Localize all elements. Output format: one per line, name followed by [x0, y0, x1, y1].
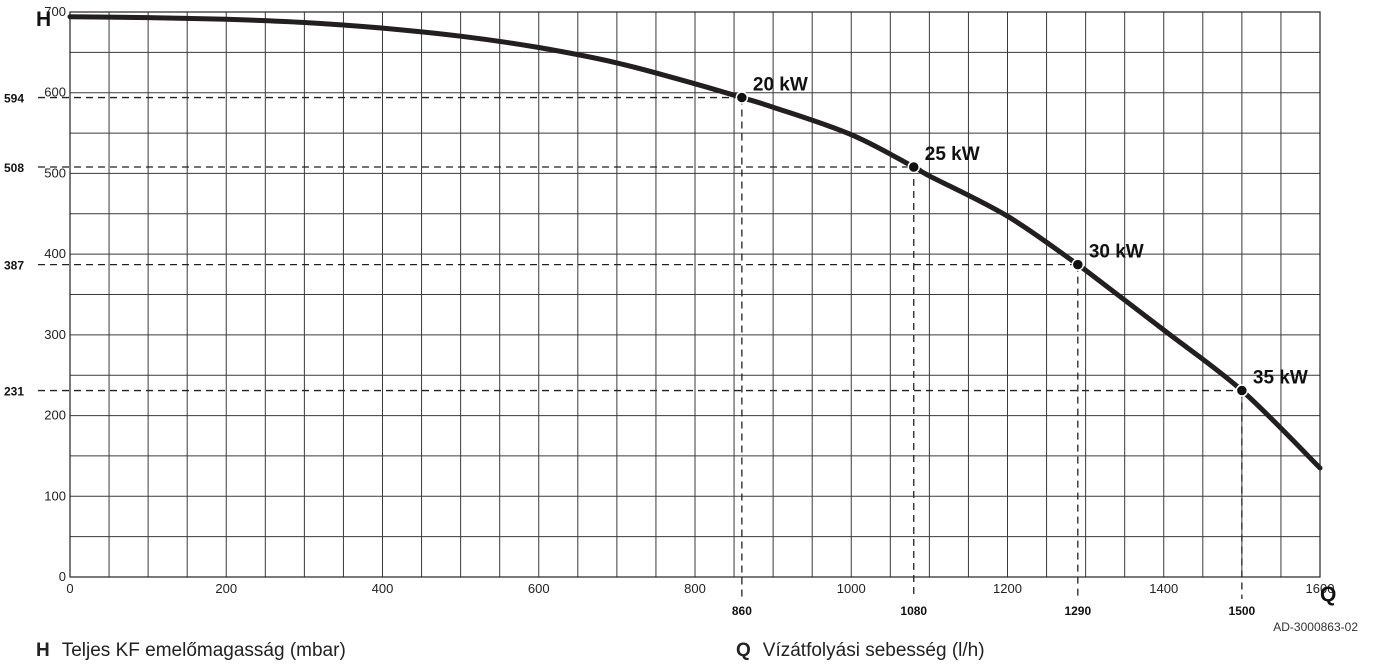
- operating-point-label: 20 kW: [753, 75, 808, 96]
- y-tick-label: 300: [44, 327, 66, 342]
- operating-point-marker: [735, 91, 749, 104]
- operating-point-label: 30 kW: [1089, 242, 1144, 263]
- operating-point-marker: [1235, 384, 1249, 397]
- y-tick-label: 100: [44, 488, 66, 503]
- x-tick-label: 800: [684, 581, 706, 596]
- operating-point-guides: [38, 96, 1243, 599]
- chart-grid: [69, 11, 1321, 578]
- q-marked-value: 1500: [1229, 604, 1256, 618]
- legend-h-key: H: [36, 640, 50, 661]
- x-tick-label: 200: [215, 581, 237, 596]
- operating-point-marker: [1071, 258, 1085, 271]
- x-tick-label: 1200: [993, 581, 1022, 596]
- h-marked-value: 508: [4, 161, 24, 175]
- y-tick-label: 500: [44, 165, 66, 180]
- legend-h: H Teljes KF emelőmagasság (mbar): [36, 640, 346, 662]
- operating-point-marker: [907, 160, 920, 174]
- x-tick-label: 1400: [1149, 581, 1178, 596]
- pump-curve-series: [67, 14, 1323, 471]
- x-tick-label: 1600: [1306, 581, 1335, 596]
- legend-q-key: Q: [736, 640, 751, 661]
- pump-curve-line: [67, 14, 1323, 471]
- x-tick-label: 0: [66, 581, 73, 596]
- drawing-code: AD-3000863-02: [1273, 620, 1358, 634]
- legend-q-text: Vízátfolyási sebesség (l/h): [762, 640, 985, 661]
- legend-q: Q Vízátfolyási sebesség (l/h): [736, 640, 985, 662]
- operating-point-label: 25 kW: [925, 144, 980, 165]
- axis-ticks: 0 200 400 600 800 1000 1200 1400 1600 0 100 200 300 4…: [4, 4, 1334, 618]
- operating-point-label: 35 kW: [1253, 368, 1308, 389]
- y-tick-label: 700: [44, 4, 66, 19]
- x-tick-label: 1000: [837, 581, 866, 596]
- q-marked-value: 1080: [900, 604, 927, 618]
- y-tick-label: 200: [44, 408, 66, 423]
- h-marked-value: 231: [4, 385, 24, 399]
- plot-frame: [69, 11, 1321, 578]
- y-axis-letter: H: [36, 8, 51, 31]
- h-marked-value: 387: [4, 259, 24, 273]
- x-tick-label: 600: [528, 581, 550, 596]
- y-tick-label: 0: [59, 569, 66, 584]
- y-tick-label: 400: [44, 246, 66, 261]
- y-tick-label: 600: [44, 85, 66, 100]
- q-marked-value: 1290: [1064, 604, 1091, 618]
- x-axis-letter: Q: [1320, 583, 1336, 606]
- q-marked-value: 860: [732, 604, 752, 618]
- operating-points: 20 kW 25 kW 30 kW 35 kW: [735, 75, 1308, 397]
- x-tick-label: 400: [372, 581, 394, 596]
- h-marked-value: 594: [4, 92, 24, 106]
- legend-h-text: Teljes KF emelőmagasság (mbar): [61, 640, 346, 661]
